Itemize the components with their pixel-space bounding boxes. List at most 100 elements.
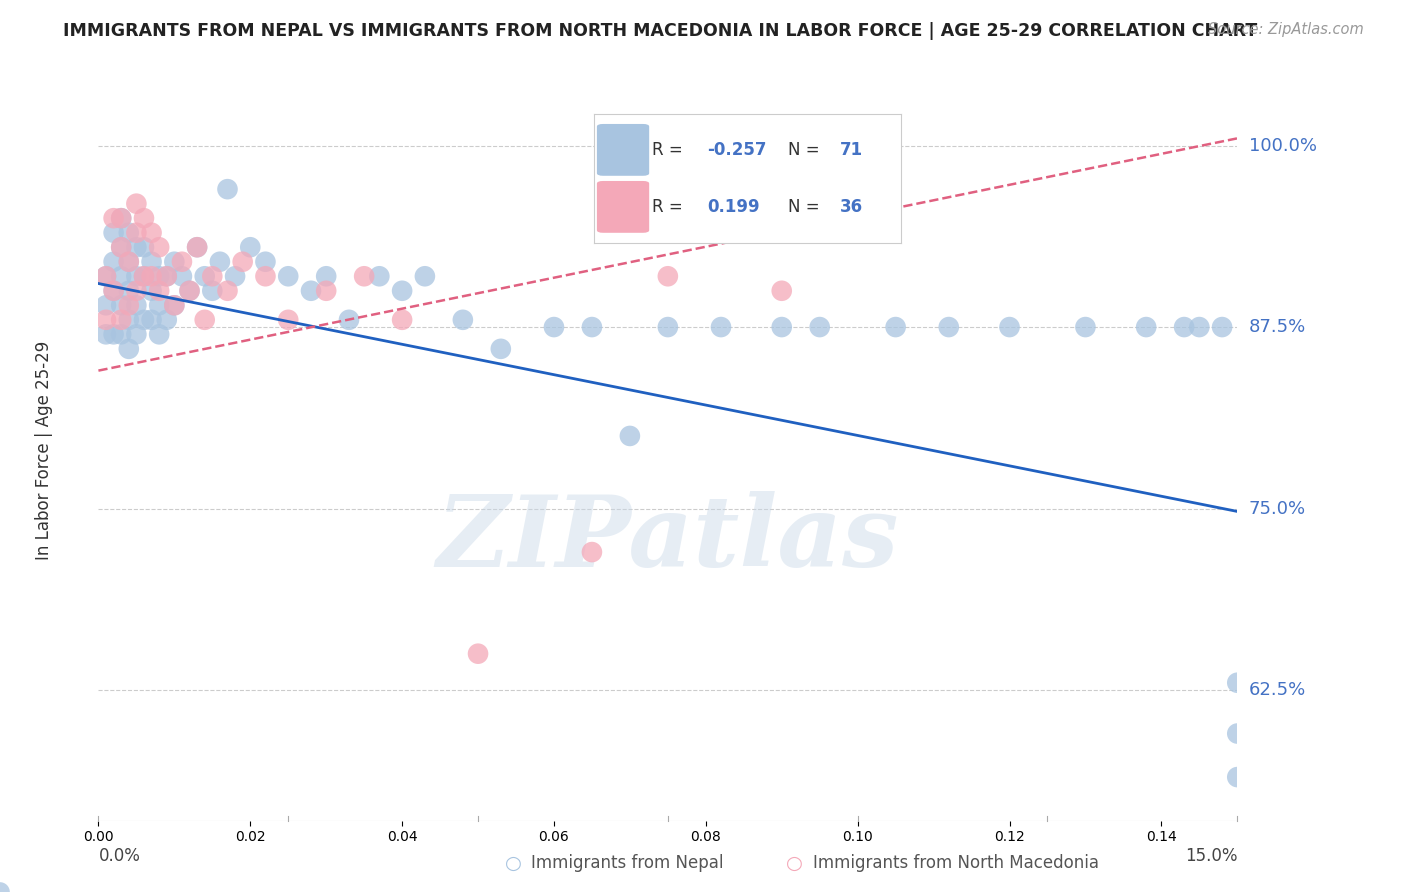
Point: [353, 269, 375, 284]
Point: [132, 211, 155, 226]
Point: [170, 254, 193, 268]
Point: [657, 320, 679, 334]
Point: [110, 211, 132, 226]
Point: [277, 269, 299, 284]
Point: [194, 269, 217, 284]
Text: ○: ○: [786, 854, 803, 873]
Point: [315, 284, 337, 298]
Point: [217, 284, 239, 298]
Point: [110, 327, 132, 342]
Point: [232, 254, 254, 268]
Point: [110, 211, 132, 226]
Point: [299, 284, 322, 298]
Point: [1188, 320, 1211, 334]
Point: [125, 327, 148, 342]
Point: [103, 226, 125, 240]
Point: [94, 313, 117, 327]
Point: [217, 182, 239, 196]
Point: [156, 269, 179, 284]
Text: 75.0%: 75.0%: [1249, 500, 1306, 517]
Point: [118, 254, 141, 268]
Point: [103, 327, 125, 342]
Point: [254, 269, 277, 284]
Point: [132, 269, 155, 284]
Point: [118, 298, 141, 312]
Point: [103, 284, 125, 298]
Point: [94, 327, 117, 342]
Text: Source: ZipAtlas.com: Source: ZipAtlas.com: [1208, 22, 1364, 37]
Point: [467, 647, 489, 661]
Point: [581, 545, 603, 559]
Point: [657, 269, 679, 284]
Point: [1074, 320, 1097, 334]
Point: [413, 269, 436, 284]
Point: [489, 342, 512, 356]
Point: [110, 240, 132, 254]
Point: [938, 320, 960, 334]
Point: [94, 298, 117, 312]
Point: [254, 254, 277, 268]
Text: Immigrants from North Macedonia: Immigrants from North Macedonia: [813, 855, 1098, 872]
Text: In Labor Force | Age 25-29: In Labor Force | Age 25-29: [35, 341, 53, 560]
Point: [156, 269, 179, 284]
Point: [103, 211, 125, 226]
Point: [391, 313, 413, 327]
Text: 15.0%: 15.0%: [1185, 847, 1237, 864]
Point: [118, 342, 141, 356]
Text: Immigrants from Nepal: Immigrants from Nepal: [531, 855, 724, 872]
Point: [125, 269, 148, 284]
Point: [118, 284, 141, 298]
Point: [368, 269, 391, 284]
Point: [125, 196, 148, 211]
Point: [125, 240, 148, 254]
Point: [337, 313, 360, 327]
Point: [110, 298, 132, 312]
Point: [581, 320, 603, 334]
Point: [277, 313, 299, 327]
Point: [118, 226, 141, 240]
Point: [103, 284, 125, 298]
Point: [132, 313, 155, 327]
Point: [132, 240, 155, 254]
Point: [1226, 770, 1249, 784]
Point: [179, 284, 201, 298]
Text: ZIPatlas: ZIPatlas: [437, 491, 898, 588]
Point: [141, 269, 163, 284]
Point: [315, 269, 337, 284]
Point: [770, 320, 793, 334]
Point: [239, 240, 262, 254]
Point: [132, 269, 155, 284]
Point: [543, 320, 565, 334]
Point: [125, 284, 148, 298]
Point: [94, 269, 117, 284]
Text: 87.5%: 87.5%: [1249, 318, 1306, 336]
Point: [148, 240, 170, 254]
Point: [141, 254, 163, 268]
Point: [208, 254, 231, 268]
Point: [118, 313, 141, 327]
Point: [110, 313, 132, 327]
Point: [619, 429, 641, 443]
Point: [148, 284, 170, 298]
Point: [1226, 726, 1249, 740]
Point: [110, 240, 132, 254]
Point: [770, 284, 793, 298]
Point: [391, 284, 413, 298]
Point: [710, 320, 733, 334]
Point: [163, 254, 186, 268]
Point: [884, 320, 907, 334]
Point: [148, 327, 170, 342]
Point: [201, 269, 224, 284]
Text: ○: ○: [505, 854, 522, 873]
Point: [186, 240, 208, 254]
Point: [110, 269, 132, 284]
Text: 0.0%: 0.0%: [98, 847, 141, 864]
Point: [125, 226, 148, 240]
Point: [998, 320, 1021, 334]
Point: [451, 313, 474, 327]
Point: [808, 320, 831, 334]
Point: [201, 284, 224, 298]
Point: [1173, 320, 1195, 334]
Point: [1226, 675, 1249, 690]
Point: [194, 313, 217, 327]
